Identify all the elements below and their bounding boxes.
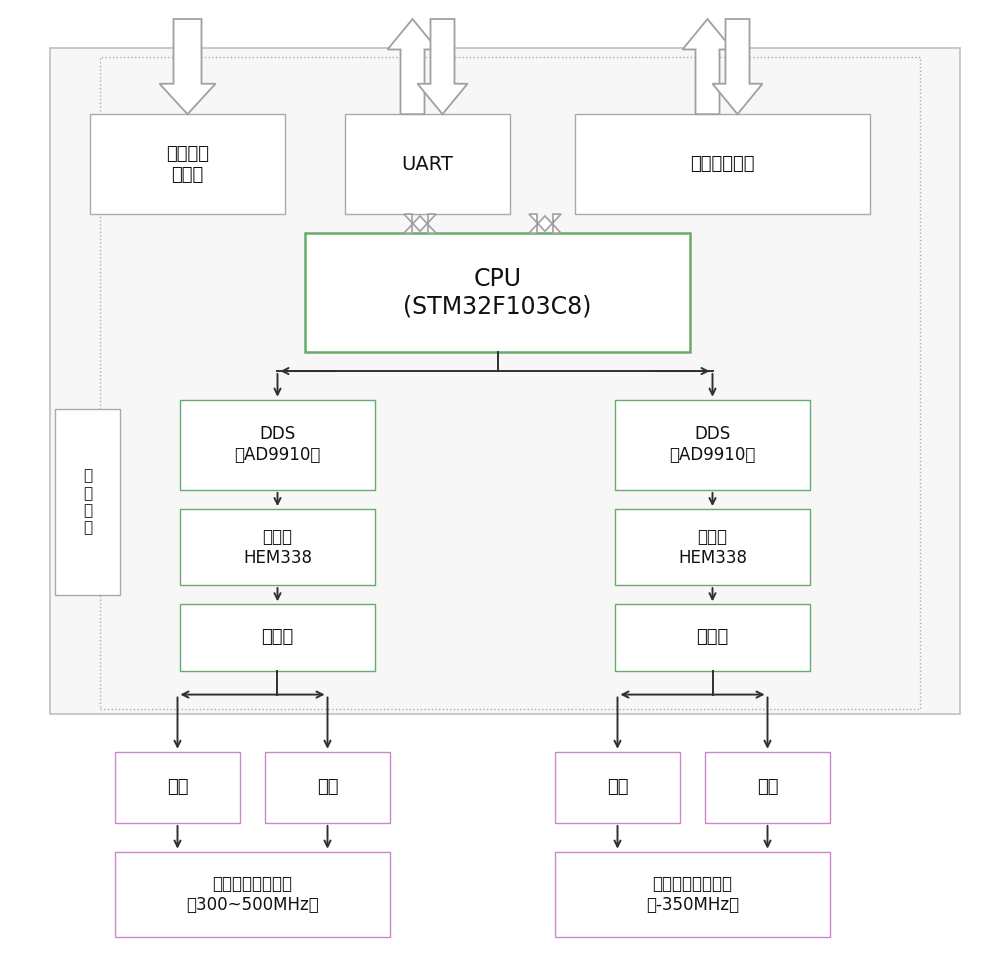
FancyBboxPatch shape bbox=[115, 851, 390, 937]
FancyBboxPatch shape bbox=[180, 604, 375, 671]
Text: 电源转换
及滤波: 电源转换 及滤波 bbox=[166, 145, 209, 184]
Polygon shape bbox=[404, 214, 436, 234]
Text: 功放: 功放 bbox=[167, 778, 188, 797]
FancyBboxPatch shape bbox=[180, 509, 375, 585]
FancyBboxPatch shape bbox=[50, 48, 960, 714]
Text: DDS
（AD9910）: DDS （AD9910） bbox=[234, 426, 321, 464]
FancyBboxPatch shape bbox=[615, 604, 810, 671]
Text: 第一级声光移频器
（300~500MHz）: 第一级声光移频器 （300~500MHz） bbox=[186, 875, 319, 914]
Polygon shape bbox=[387, 19, 438, 114]
Text: 第二级声光移频器
（-350MHz）: 第二级声光移频器 （-350MHz） bbox=[646, 875, 739, 914]
FancyBboxPatch shape bbox=[115, 752, 240, 823]
Text: 功放: 功放 bbox=[317, 778, 338, 797]
Text: 功分器: 功分器 bbox=[696, 628, 729, 647]
FancyBboxPatch shape bbox=[55, 409, 120, 595]
Text: 功分器: 功分器 bbox=[261, 628, 294, 647]
FancyBboxPatch shape bbox=[615, 509, 810, 585]
Text: 低噪放
HEM338: 低噪放 HEM338 bbox=[243, 528, 312, 566]
FancyBboxPatch shape bbox=[90, 114, 285, 214]
Polygon shape bbox=[529, 214, 561, 234]
FancyBboxPatch shape bbox=[615, 400, 810, 490]
Text: 低噪放
HEM338: 低噪放 HEM338 bbox=[678, 528, 747, 566]
Text: DDS
（AD9910）: DDS （AD9910） bbox=[669, 426, 756, 464]
FancyBboxPatch shape bbox=[705, 752, 830, 823]
FancyBboxPatch shape bbox=[575, 114, 870, 214]
Polygon shape bbox=[682, 19, 732, 114]
FancyBboxPatch shape bbox=[305, 234, 690, 352]
FancyBboxPatch shape bbox=[555, 851, 830, 937]
Text: 功放: 功放 bbox=[607, 778, 628, 797]
FancyBboxPatch shape bbox=[345, 114, 510, 214]
Text: 功放: 功放 bbox=[757, 778, 778, 797]
Text: 其它控制接口: 其它控制接口 bbox=[690, 155, 755, 173]
Text: 口
接
试
测: 口 接 试 测 bbox=[83, 468, 92, 535]
Polygon shape bbox=[418, 19, 468, 114]
FancyBboxPatch shape bbox=[555, 752, 680, 823]
Polygon shape bbox=[160, 19, 216, 114]
FancyBboxPatch shape bbox=[265, 752, 390, 823]
Text: UART: UART bbox=[402, 155, 453, 174]
Polygon shape bbox=[712, 19, 763, 114]
FancyBboxPatch shape bbox=[180, 400, 375, 490]
Text: CPU
(STM32F103C8): CPU (STM32F103C8) bbox=[403, 267, 592, 318]
